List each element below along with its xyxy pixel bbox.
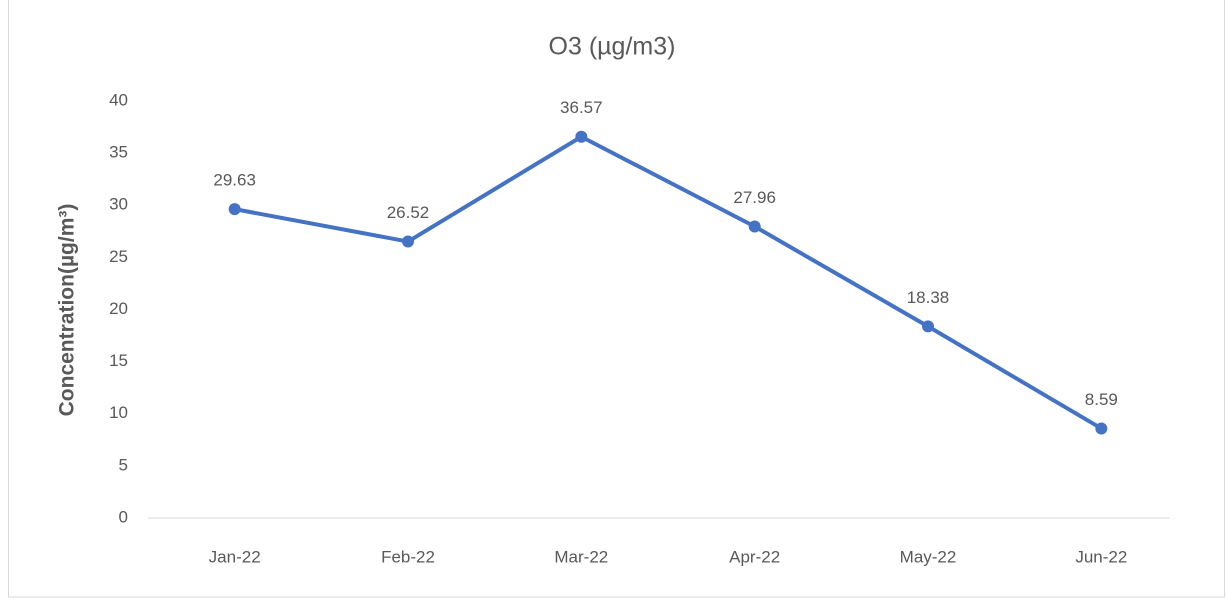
y-tick-label: 25	[109, 247, 128, 266]
y-tick-label: 30	[109, 195, 128, 214]
data-label: 8.59	[1085, 390, 1118, 409]
y-tick-label: 40	[109, 90, 128, 109]
chart-border	[8, 0, 1225, 598]
marker	[575, 130, 588, 143]
y-tick-label: 15	[109, 351, 128, 370]
x-tick-label: Jan-22	[209, 547, 261, 566]
y-tick-label: 10	[109, 403, 128, 422]
marker	[228, 203, 241, 216]
y-tick-label: 20	[109, 299, 128, 318]
data-label: 27.96	[733, 188, 776, 207]
y-tick-label: 35	[109, 143, 128, 162]
x-tick-label: Apr-22	[729, 547, 780, 566]
y-tick-label: 5	[119, 455, 128, 474]
line	[234, 134, 1103, 431]
data-label: 18.38	[907, 288, 950, 307]
marker	[1095, 422, 1108, 435]
x-tick-label: Mar-22	[554, 547, 608, 566]
x-tick-label: May-22	[900, 547, 957, 566]
data-label: 36.57	[560, 98, 603, 117]
marker	[922, 320, 934, 333]
x-tick-label: Jun-22	[1075, 547, 1127, 566]
marker	[402, 235, 414, 248]
y-tick-label: 0	[119, 507, 128, 526]
y-axis-label: Concentration(µg/m³)	[56, 204, 79, 417]
chart-title: O3 (µg/m3)	[549, 33, 676, 61]
marker	[748, 220, 761, 233]
x-tick-label: Feb-22	[381, 547, 435, 566]
data-label: 29.63	[213, 171, 256, 190]
data-label: 26.52	[387, 203, 430, 222]
